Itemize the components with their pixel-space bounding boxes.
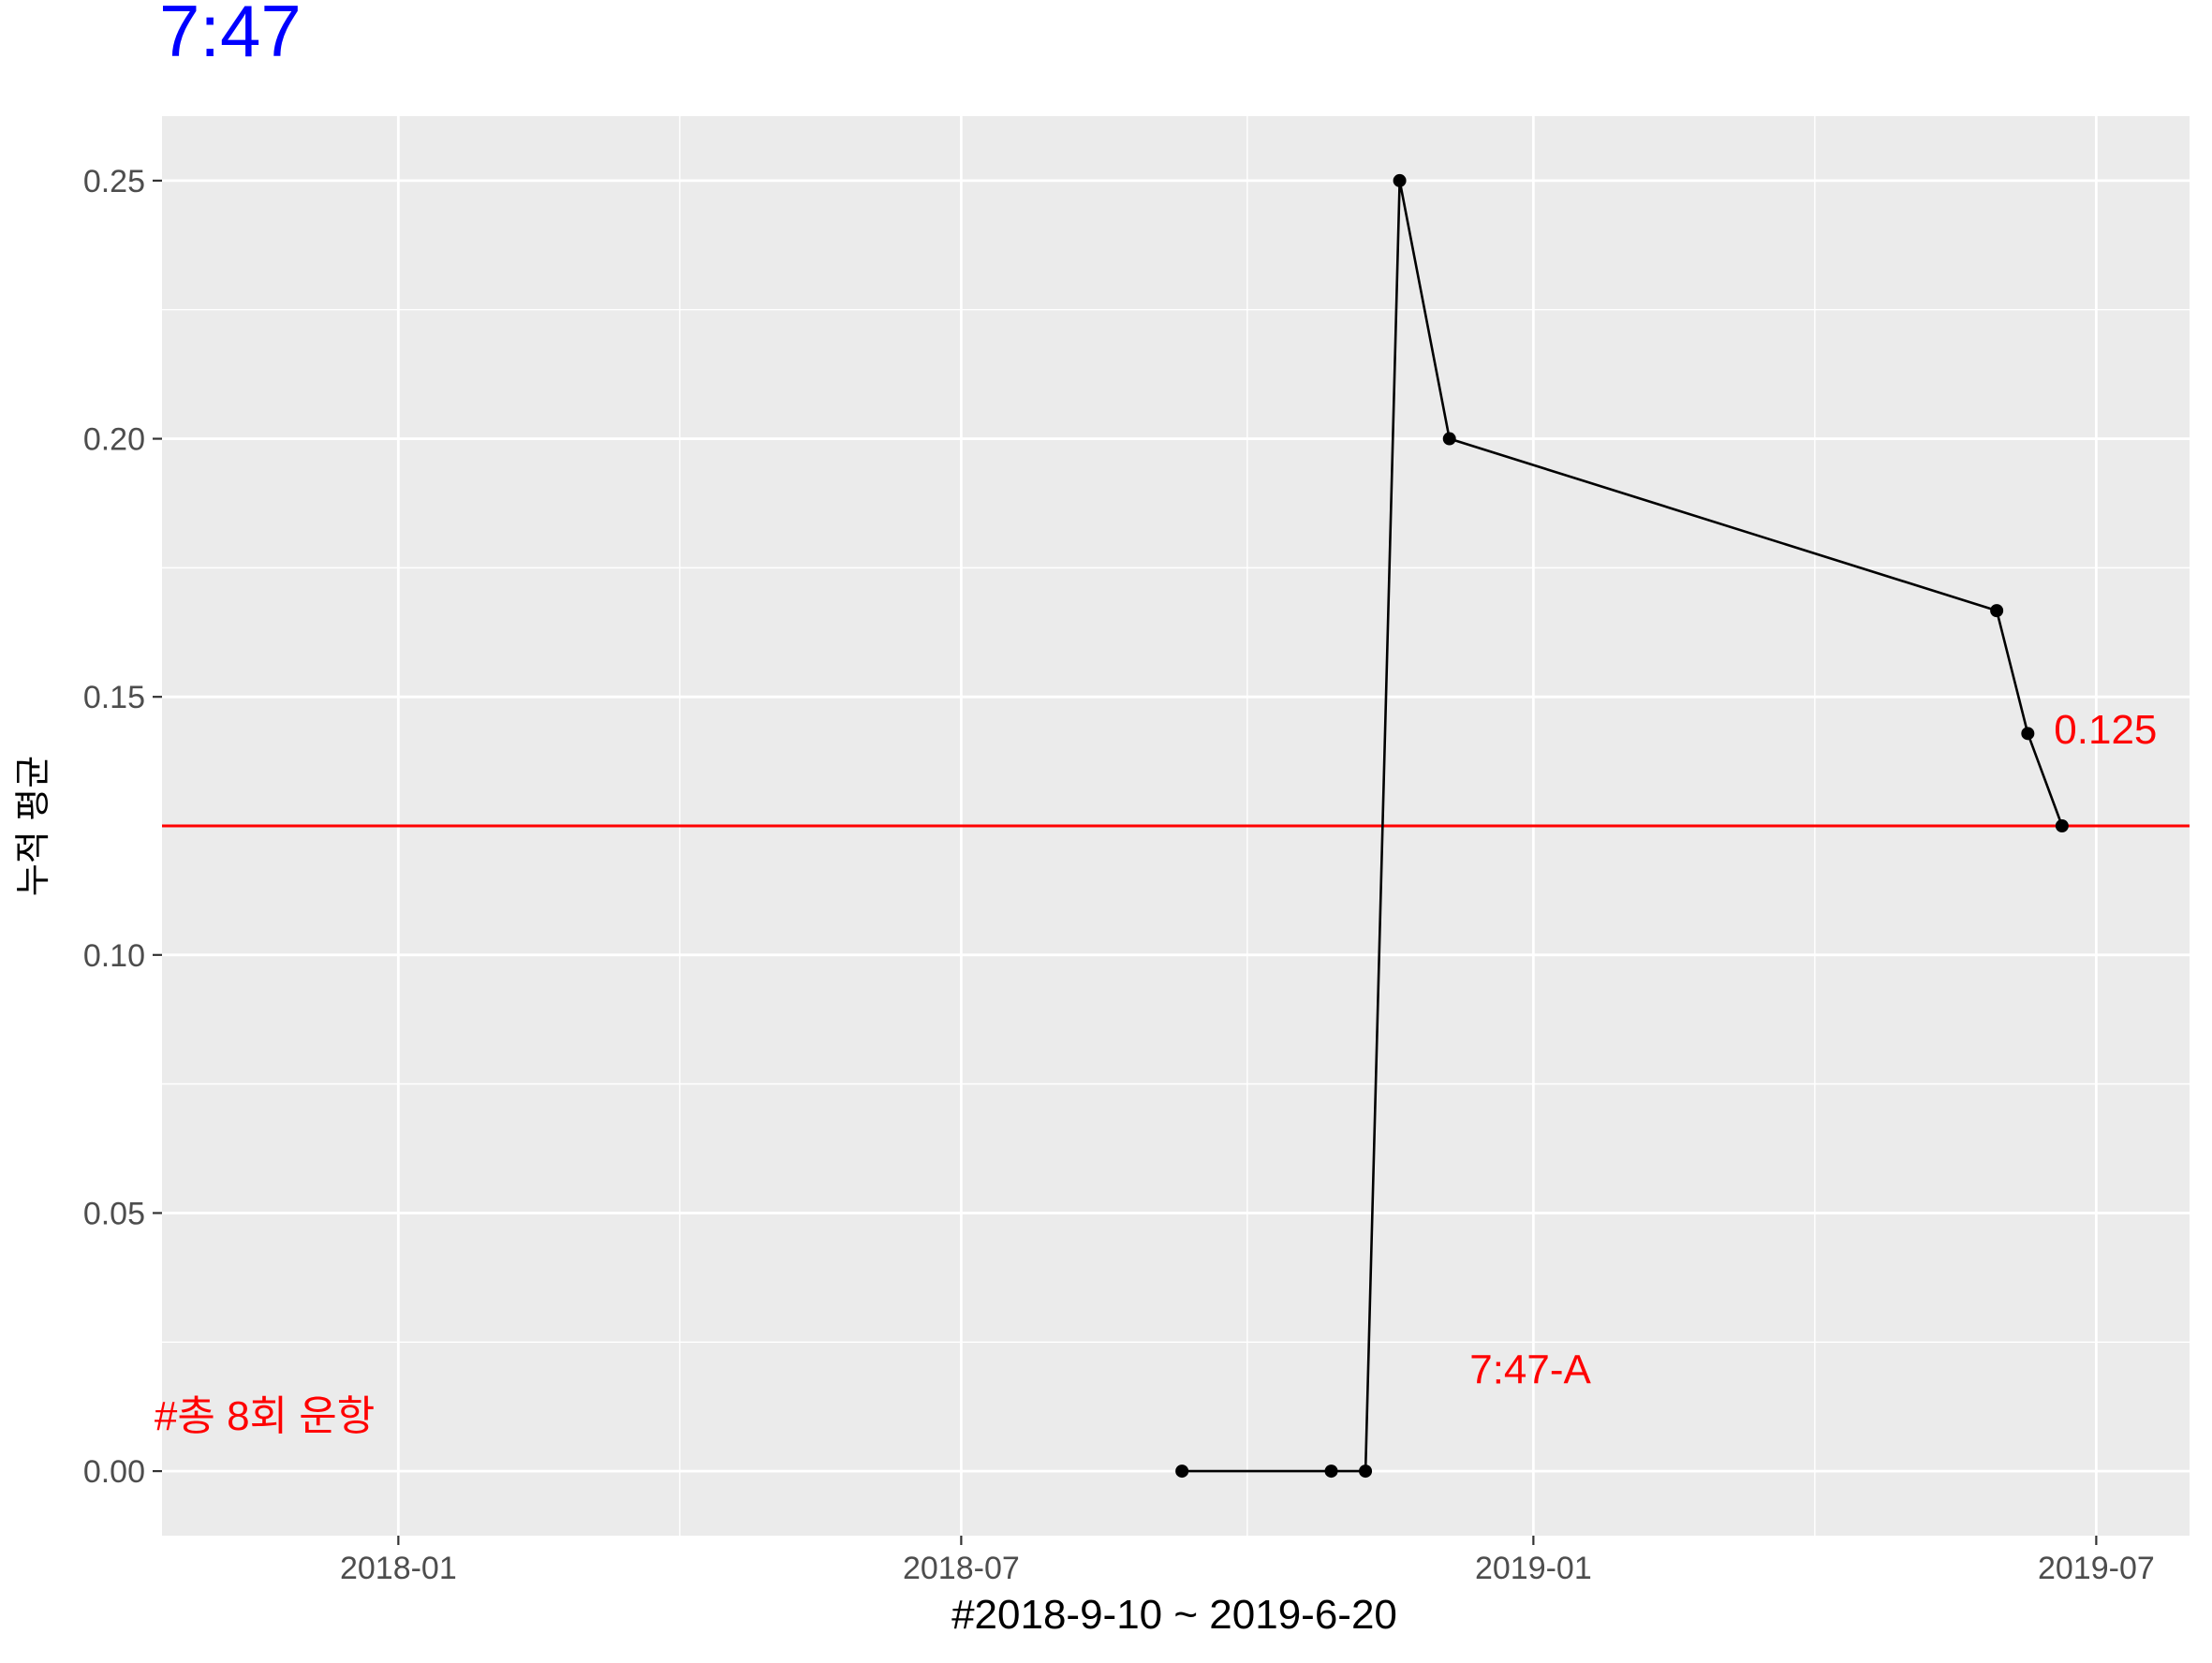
y-tick-label: 0.15 [83, 680, 145, 715]
data-point [1324, 1464, 1338, 1479]
axes: 0.00 0.05 0.10 0.15 0.20 0.25 2018-01 2018-07 20… [83, 164, 2155, 1586]
x-axis-title: #2018-9-10 ~ 2019-6-20 [951, 1592, 1397, 1638]
annotation-label: 7:47-A [1469, 1347, 1591, 1393]
data-point [1175, 1464, 1189, 1479]
y-tick-label: 0.25 [83, 164, 145, 199]
annotations: 0.125 7:47-A #총 8회 운항 [155, 707, 2157, 1439]
y-axis-title: 누적 평균 [14, 756, 53, 896]
x-tick-label: 2019-07 [2038, 1551, 2155, 1586]
series-layer [1175, 173, 2069, 1479]
data-point [2021, 727, 2035, 741]
data-point [1359, 1464, 1373, 1479]
annotation-label: 0.125 [2054, 707, 2157, 753]
data-point [2055, 819, 2069, 832]
annotation-label: #총 8회 운항 [155, 1393, 375, 1439]
y-tick-label: 0.00 [83, 1454, 145, 1490]
x-tick-label: 2018-01 [340, 1551, 457, 1586]
chart-title: 7:47 [159, 0, 302, 72]
data-point [1990, 604, 2004, 618]
y-tick-label: 0.20 [83, 422, 145, 458]
x-tick-label: 2019-01 [1475, 1551, 1592, 1586]
data-point [1442, 432, 1456, 446]
x-tick-label: 2018-07 [903, 1551, 1020, 1586]
y-tick-label: 0.05 [83, 1196, 145, 1231]
y-tick-label: 0.10 [83, 938, 145, 974]
data-point [1393, 173, 1407, 187]
